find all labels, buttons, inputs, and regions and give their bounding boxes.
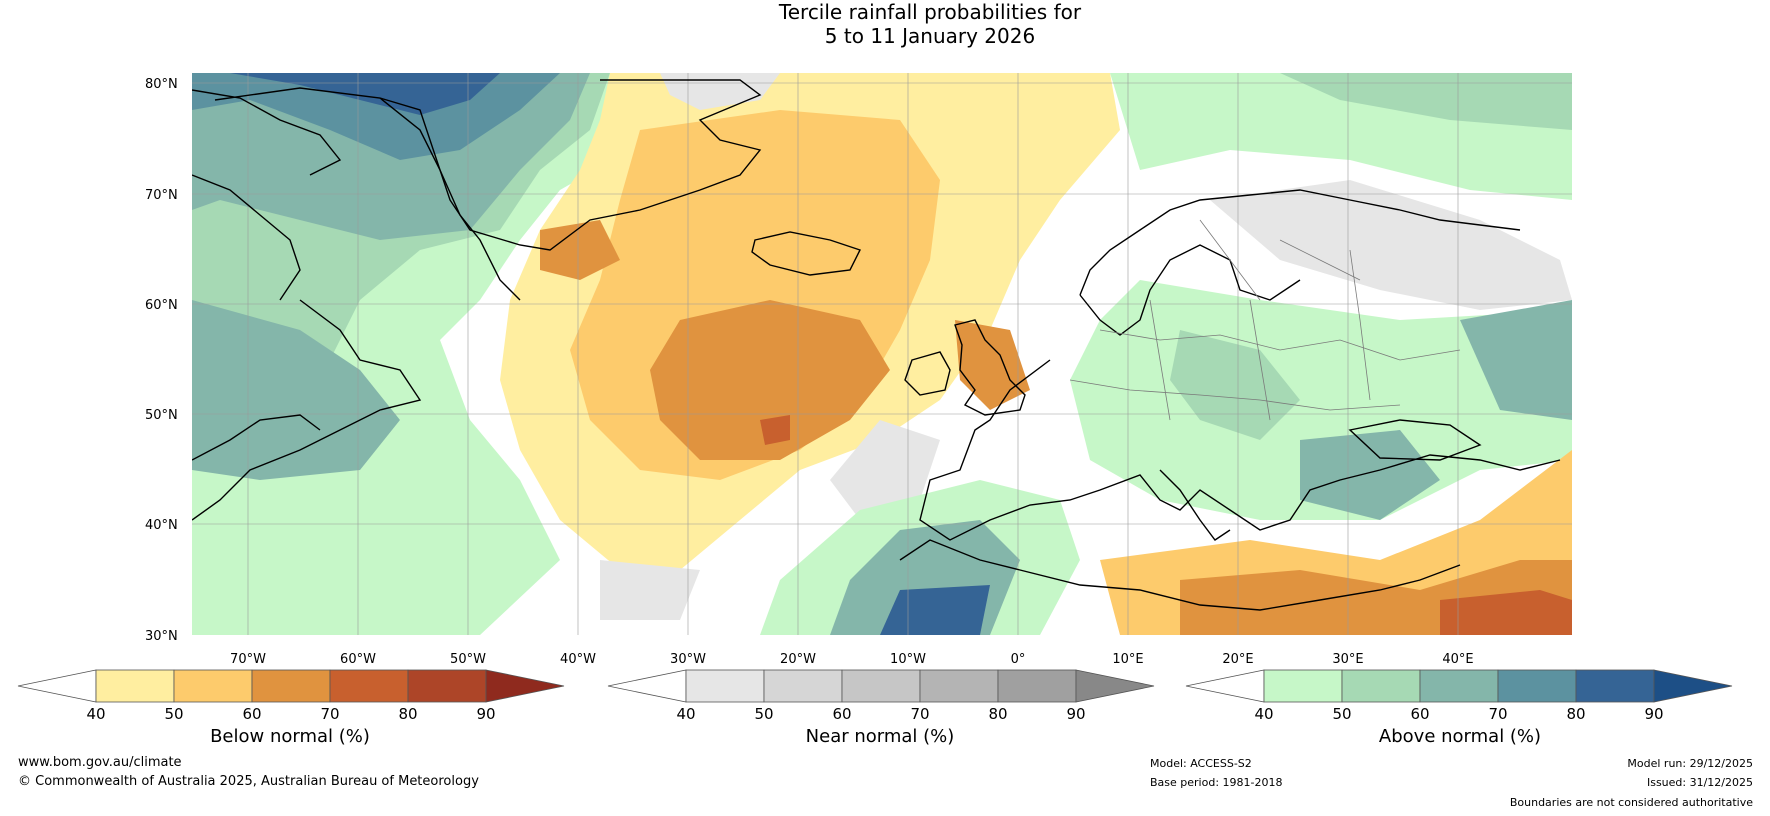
above-normal-legend-tick: 90: [1644, 705, 1663, 723]
above-normal-legend-upper-extension: [1653, 669, 1733, 703]
below-normal-legend-tick: 90: [476, 705, 495, 723]
near-normal-legend-swatch: [763, 669, 843, 703]
lon-label-40w: 40°W: [560, 652, 596, 667]
below-normal-legend-upper-extension: [485, 669, 565, 703]
below-normal-region-egypt: [1440, 590, 1572, 635]
below-normal-legend-swatch: [173, 669, 253, 703]
footer-base-period: Base period: 1981-2018: [1150, 776, 1283, 789]
above-normal-legend-swatch: [1419, 669, 1499, 703]
lat-label-50: 50°N: [145, 408, 178, 423]
above-normal-legend-swatch: [1263, 669, 1343, 703]
above-normal-legend-tick: 50: [1332, 705, 1351, 723]
above-normal-legend-tick: 80: [1566, 705, 1585, 723]
lon-label-50w: 50°W: [450, 652, 486, 667]
footer-issued: Issued: 31/12/2025: [1646, 776, 1753, 789]
lon-label-30w: 30°W: [670, 652, 706, 667]
below-normal-legend-tick: 40: [86, 705, 105, 723]
lon-label-40e: 40°E: [1442, 652, 1473, 667]
near-normal-legend-swatch: [841, 669, 921, 703]
footer-disclaimer: Boundaries are not considered authoritat…: [1509, 796, 1753, 809]
title-line-1: Tercile rainfall probabilities for: [778, 0, 1082, 24]
near-normal-legend-tick: 60: [832, 705, 851, 723]
above-normal-legend-tick: 40: [1254, 705, 1273, 723]
below-normal-legend-swatch: [407, 669, 487, 703]
above-normal-region-balkans: [1300, 430, 1440, 520]
lon-label-30e: 30°E: [1332, 652, 1363, 667]
above-normal-region-baffin-core: [230, 73, 500, 115]
above-normal-region-central-europe: [1170, 330, 1300, 440]
below-normal-region-atlantic-core: [650, 300, 890, 460]
near-normal-legend-tick: 50: [754, 705, 773, 723]
near-normal-legend-lower-extension: [607, 669, 687, 703]
below-normal-legend-tick: 50: [164, 705, 183, 723]
above-normal-region-russia: [1460, 300, 1572, 420]
lat-label-80: 80°N: [145, 77, 178, 92]
above-normal-region-newfoundland: [192, 300, 400, 480]
lon-label-70w: 70°W: [230, 652, 266, 667]
legend-label-above-normal: Above normal (%): [1378, 726, 1542, 747]
footer-model-run: Model run: 29/12/2025: [1627, 757, 1753, 770]
below-normal-region-hotspot: [760, 415, 790, 445]
below-normal-legend-tick: 80: [398, 705, 417, 723]
graticule: [192, 73, 1572, 635]
above-normal-legend-swatch: [1497, 669, 1577, 703]
colorbars: 40 50 60 70 80 90 40 50 60 70 80 90 40 50 60 70 80 90: [17, 669, 1733, 723]
lon-label-10e: 10°E: [1112, 652, 1143, 667]
legend-label-near-normal: Near normal (%): [805, 726, 955, 747]
coastlines: [192, 79, 1561, 611]
near-normal-legend-tick: 70: [910, 705, 929, 723]
below-normal-legend-tick: 60: [242, 705, 261, 723]
above-normal-legend-lower-extension: [1185, 669, 1265, 703]
above-normal-region-nw-africa: [880, 585, 990, 635]
above-normal-region-arctic-east-mid: [1280, 73, 1572, 130]
lat-label-40: 40°N: [145, 518, 178, 533]
below-normal-legend-lower-extension: [17, 669, 97, 703]
title-line-2: 5 to 11 January 2026: [824, 24, 1036, 48]
footer-copyright: © Commonwealth of Australia 2025, Austra…: [18, 774, 479, 789]
lon-label-20w: 20°W: [780, 652, 816, 667]
near-normal-legend-tick: 40: [676, 705, 695, 723]
above-normal-legend-tick: 60: [1410, 705, 1429, 723]
footer-model: Model: ACCESS-S2: [1150, 757, 1252, 770]
below-normal-legend-swatch: [95, 669, 175, 703]
near-normal-legend-upper-extension: [1075, 669, 1155, 703]
map-title: Tercile rainfall probabilities for 5 to …: [0, 0, 1770, 48]
near-normal-legend-swatch: [997, 669, 1077, 703]
near-normal-region-north: [660, 73, 780, 110]
above-normal-legend-swatch: [1341, 669, 1421, 703]
near-normal-region-scandinavia: [1210, 180, 1572, 310]
legend-label-below-normal: Below normal (%): [210, 726, 370, 747]
lon-label-10w: 10°W: [890, 652, 926, 667]
below-normal-legend-swatch: [329, 669, 409, 703]
below-normal-legend-swatch: [251, 669, 331, 703]
lon-label-60w: 60°W: [340, 652, 376, 667]
lon-label-0: 0°: [1011, 652, 1026, 667]
footer-website: www.bom.gov.au/climate: [18, 755, 182, 770]
country-borders: [1069, 219, 1461, 421]
above-normal-legend-swatch: [1575, 669, 1655, 703]
near-normal-legend-swatch: [685, 669, 765, 703]
near-normal-legend-swatch: [919, 669, 999, 703]
near-normal-region-iberia-west: [830, 420, 940, 520]
lon-label-20e: 20°E: [1222, 652, 1253, 667]
lat-label-70: 70°N: [145, 188, 178, 203]
below-normal-region-greenland-se: [540, 220, 620, 280]
lat-label-30: 30°N: [145, 629, 178, 644]
above-normal-legend-tick: 70: [1488, 705, 1507, 723]
lat-label-60: 60°N: [145, 298, 178, 313]
near-normal-region-south: [600, 560, 700, 620]
near-normal-legend-tick: 90: [1066, 705, 1085, 723]
below-normal-legend-tick: 70: [320, 705, 339, 723]
near-normal-legend-tick: 80: [988, 705, 1007, 723]
